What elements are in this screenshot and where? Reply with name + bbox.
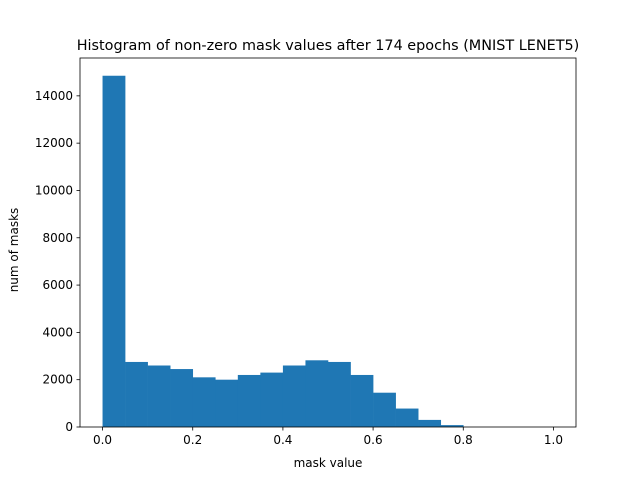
histogram-bar [125,361,148,427]
histogram-bar [260,372,284,427]
histogram-bar [170,369,194,427]
histogram-bar [305,360,329,427]
histogram-bar [237,374,261,427]
histogram-bar [192,377,216,427]
chart-title: Histogram of non-zero mask values after … [77,38,580,54]
x-axis-ticks: 0.0 0.2 0.4 0.6 0.8 1.0 [93,427,563,447]
y-tick-label: 2000 [42,373,73,387]
y-tick-label: 6000 [42,278,73,292]
histogram-bars [102,75,464,427]
histogram-bar [282,365,306,427]
histogram-bar [373,392,396,427]
x-tick-label: 0.2 [183,433,202,447]
y-tick-label: 8000 [42,231,73,245]
x-tick-label: 1.0 [544,433,563,447]
histogram-bar [395,408,419,427]
histogram-bar [328,361,351,427]
axes-frame [79,57,577,428]
histogram-bar [215,379,239,427]
x-axis-label: mask value [294,456,363,470]
y-tick-label: 4000 [42,325,73,339]
x-tick-label: 0.6 [364,433,383,447]
histogram-bar [350,374,374,427]
x-tick-label: 0.0 [93,433,112,447]
y-axis-label: num of masks [7,208,21,293]
histogram-bar [418,419,442,427]
y-tick-label: 12000 [35,136,73,150]
x-tick-label: 0.8 [454,433,473,447]
histogram-bar [440,425,464,427]
histogram-bar [147,365,171,427]
plot-frame [79,57,577,428]
y-axis-ticks: 0 2000 4000 6000 8000 10000 12000 14000 [35,89,80,434]
y-tick-label: 10000 [35,183,73,197]
y-tick-label: 0 [65,420,73,434]
x-tick-label: 0.4 [273,433,292,447]
histogram-bar [102,75,126,427]
y-tick-label: 14000 [35,89,73,103]
